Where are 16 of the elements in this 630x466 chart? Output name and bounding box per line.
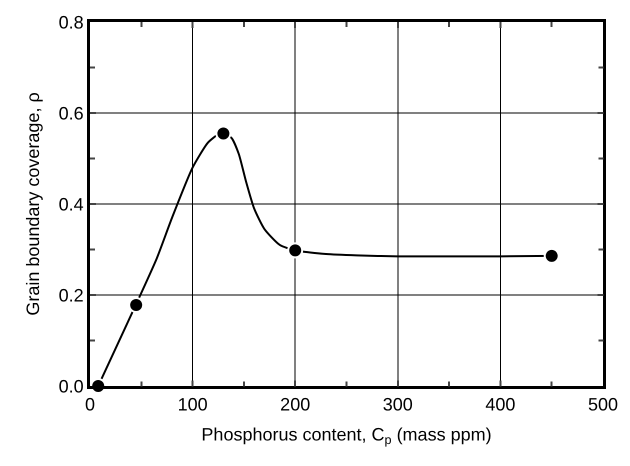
x-tick-label: 100 bbox=[178, 394, 208, 414]
y-tick-label: 0.4 bbox=[58, 194, 84, 214]
y-tick-label: 0.0 bbox=[58, 376, 84, 396]
x-tick-label: 300 bbox=[382, 394, 413, 414]
x-tick-label: 0 bbox=[84, 394, 96, 414]
point bbox=[544, 248, 560, 264]
y-tick-label: 0.2 bbox=[58, 285, 84, 306]
x-tick-label: 500 bbox=[588, 394, 618, 414]
x-tick-label: 400 bbox=[485, 394, 516, 414]
point bbox=[128, 297, 144, 314]
y-axis-title: Grain boundary coverage, ρ bbox=[22, 92, 43, 316]
x-tick-label: 200 bbox=[280, 394, 310, 414]
y-tick-label: 0.6 bbox=[58, 103, 84, 124]
x-axis-title: Phosphorus content, C$_{p}$ (mass ppm) bbox=[201, 424, 492, 448]
point bbox=[287, 242, 304, 258]
y-tick-label: 0.8 bbox=[58, 12, 84, 32]
